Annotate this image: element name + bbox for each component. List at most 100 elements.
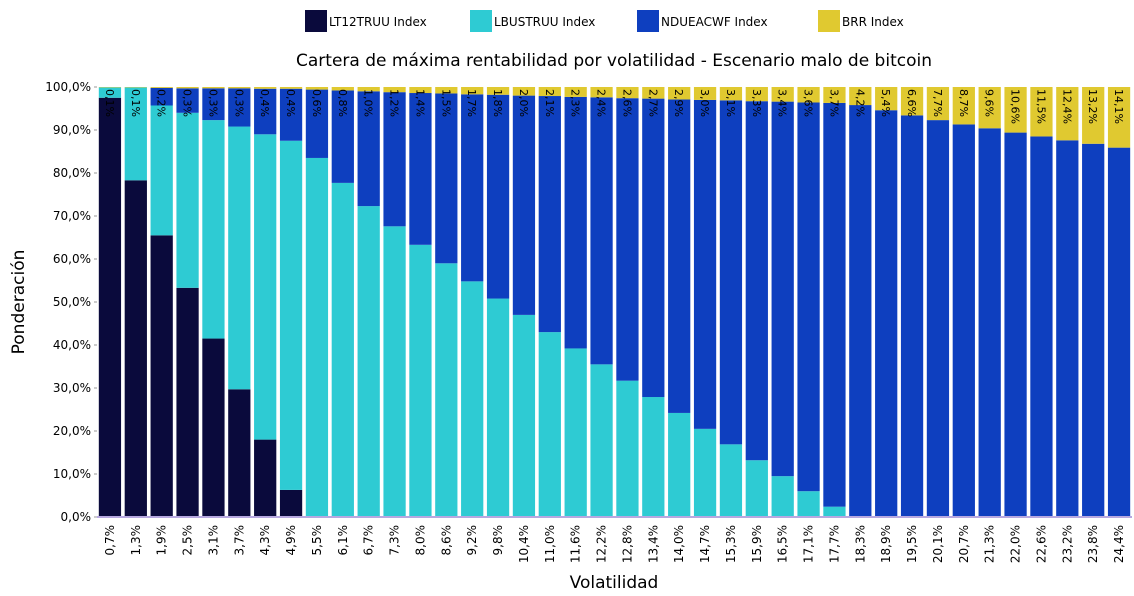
legend-swatch: [637, 10, 659, 32]
bar-segment: [900, 87, 924, 116]
data-label: 14,1%: [1112, 89, 1125, 124]
bar-segment: [797, 102, 820, 492]
bar-segment: [564, 87, 587, 97]
bar-segment: [305, 157, 329, 517]
bar-segment: [564, 96, 587, 349]
data-label: 8,7%: [957, 89, 970, 117]
x-tick-label: 17,7%: [827, 525, 841, 563]
bar-segment: [228, 126, 251, 390]
x-axis-title: Volatilidad: [570, 573, 659, 593]
bar-segment: [1004, 132, 1027, 517]
data-label: 2,1%: [543, 89, 556, 117]
bar-segment: [202, 120, 225, 339]
bar-segment: [150, 87, 173, 106]
data-label: 1,8%: [491, 89, 504, 117]
bar-segment: [486, 298, 510, 517]
data-label: 7,7%: [931, 89, 944, 117]
x-tick-label: 0,7%: [103, 525, 117, 556]
y-tick-label: 80,0%: [53, 166, 91, 180]
bar-segment: [875, 87, 898, 111]
bar-segment: [512, 314, 536, 517]
x-tick-label: 1,3%: [129, 525, 143, 556]
data-label: 4,2%: [853, 89, 866, 117]
bar-segment: [1004, 87, 1027, 133]
x-tick-label: 8,0%: [413, 525, 427, 556]
x-tick-label: 16,5%: [776, 525, 790, 563]
x-tick-label: 15,9%: [750, 525, 764, 563]
bar-segment: [254, 88, 277, 135]
bar-segment: [771, 476, 794, 517]
bar-segment: [564, 348, 587, 517]
x-tick-label: 14,0%: [672, 525, 686, 563]
x-tick-label: 23,2%: [1060, 525, 1074, 563]
bar-segment: [978, 128, 1001, 517]
x-tick-label: 14,7%: [698, 525, 712, 563]
bar-segment: [512, 95, 536, 315]
x-tick-label: 13,4%: [646, 525, 660, 563]
bar-segment: [797, 87, 820, 103]
bar-segment: [150, 87, 173, 88]
bar-segment: [279, 489, 303, 517]
bar-segment: [1030, 136, 1053, 517]
bar-segment: [124, 180, 147, 517]
bar-segment: [409, 93, 432, 245]
bar-segment: [202, 338, 225, 517]
bar-segment: [176, 87, 199, 89]
y-tick-label: 100,0%: [45, 80, 91, 94]
bar-segment: [202, 87, 225, 89]
bar-segment: [745, 101, 768, 461]
bar-segment: [642, 87, 665, 99]
x-tick-label: 23,8%: [1086, 525, 1100, 563]
x-tick-label: 5,5%: [310, 525, 324, 556]
data-label: 3,6%: [802, 89, 815, 117]
bar-segment: [952, 87, 975, 125]
bar-segment: [849, 87, 872, 106]
bar-segment: [461, 281, 484, 517]
data-label: 12,4%: [1060, 89, 1073, 124]
data-label: 0,6%: [310, 89, 323, 117]
bar-segment: [98, 97, 122, 517]
data-label: 1,7%: [465, 89, 478, 117]
x-tick-label: 6,7%: [362, 525, 376, 556]
data-label: 3,7%: [827, 89, 840, 117]
bar-segment: [771, 87, 794, 102]
x-tick-label: 3,7%: [232, 525, 246, 556]
bar-segment: [228, 87, 251, 89]
data-label: 1,4%: [413, 89, 426, 117]
x-tick-label: 4,3%: [258, 525, 272, 556]
bar-segment: [279, 140, 303, 490]
bar-segment: [693, 87, 717, 100]
bar-segment: [435, 93, 458, 264]
data-label: 2,7%: [646, 89, 659, 117]
data-label: 3,4%: [776, 89, 789, 117]
data-label: 0,4%: [258, 89, 271, 117]
bar-segment: [254, 134, 277, 440]
data-label: 3,3%: [750, 89, 763, 117]
bar-segment: [590, 97, 613, 365]
bar-segment: [668, 412, 691, 517]
bar-segment: [926, 87, 950, 121]
x-tick-label: 7,3%: [388, 525, 402, 556]
bar-segment: [357, 206, 380, 518]
bar-segment: [331, 87, 354, 91]
data-label: 2,0%: [517, 89, 530, 117]
bar-segment: [435, 87, 458, 94]
bar-segment: [176, 112, 199, 288]
bar-segment: [719, 100, 743, 445]
bar-segment: [357, 91, 380, 207]
x-tick-label: 2,5%: [181, 525, 195, 556]
data-label: 0,1%: [129, 89, 142, 117]
x-tick-label: 1,9%: [155, 525, 169, 556]
bar-segment: [486, 87, 510, 95]
data-label: 6,6%: [905, 89, 918, 117]
data-label: 0,3%: [181, 89, 194, 117]
bar-segment: [1030, 87, 1053, 137]
x-tick-label: 12,2%: [595, 525, 609, 563]
bar-segment: [538, 332, 561, 517]
y-tick-label: 50,0%: [53, 295, 91, 309]
x-tick-label: 20,1%: [931, 525, 945, 563]
bar-segment: [745, 460, 768, 517]
bar-segment: [279, 87, 303, 89]
x-tick-label: 21,3%: [983, 525, 997, 563]
